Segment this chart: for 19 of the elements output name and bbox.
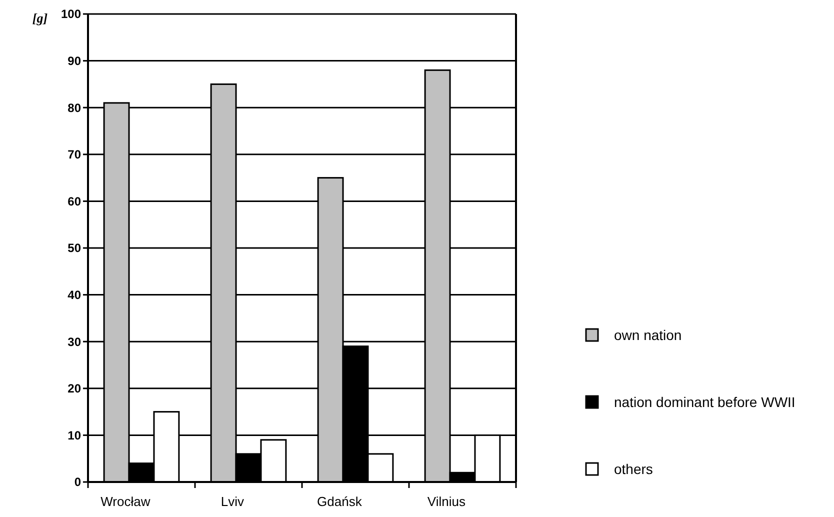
x-tick-label: Vilnius: [427, 494, 466, 509]
y-tick-label: 0: [74, 475, 82, 490]
x-tick-label: Wrocław: [100, 494, 151, 509]
y-tick-label: 50: [68, 241, 82, 256]
y-tick-label: 70: [68, 148, 82, 162]
legend-label: others: [614, 460, 653, 477]
y-tick-label: 40: [68, 288, 82, 302]
x-tick-label: Lviv: [220, 494, 245, 509]
x-tick-label: Gdańsk: [317, 494, 362, 509]
y-tick-label: 80: [68, 100, 82, 115]
legend-label: own nation: [614, 326, 682, 343]
legend-label: nation dominant before WWII: [614, 394, 796, 410]
y-axis-title: [g]: [32, 10, 48, 26]
y-tick-label: 10: [68, 428, 82, 442]
y-tick-label: 90: [68, 54, 82, 68]
y-tick-label: 20: [68, 382, 82, 396]
y-tick-label: 30: [68, 334, 82, 349]
y-tick-label: 100: [60, 7, 82, 22]
y-tick-label: 60: [68, 194, 82, 208]
